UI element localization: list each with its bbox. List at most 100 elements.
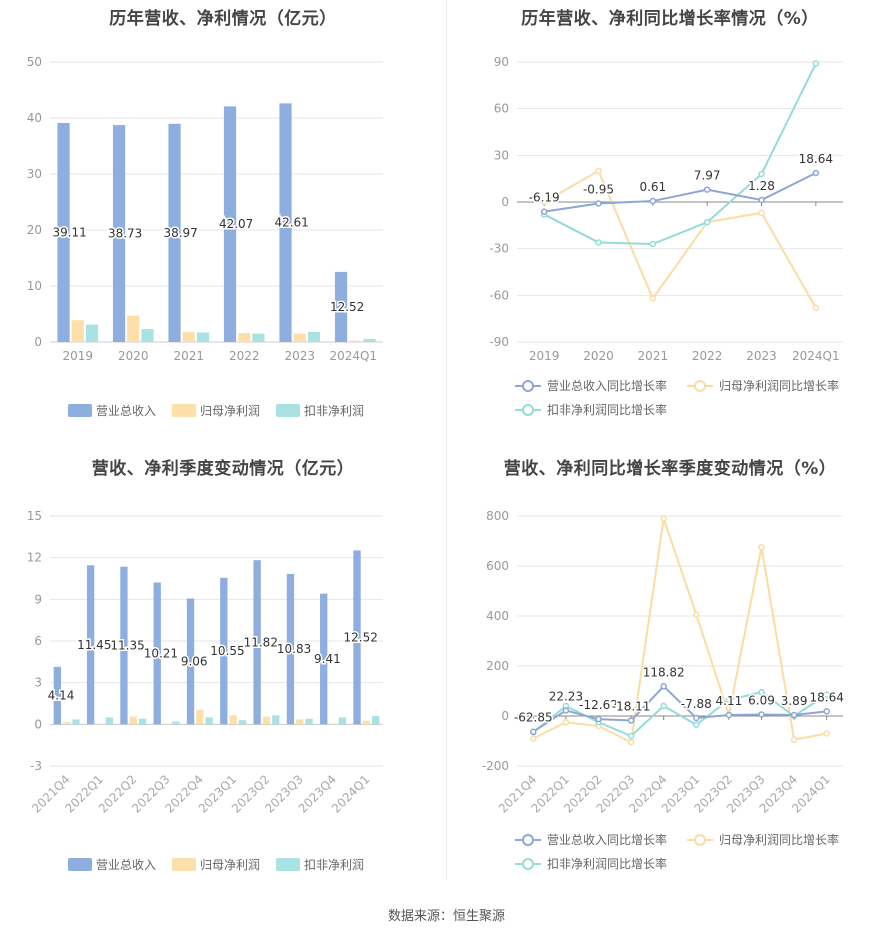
- bar-deducted-profit: [272, 715, 280, 725]
- legend-marker: [694, 380, 706, 392]
- legend-marker: [522, 404, 534, 416]
- legend-label: 营业总收入同比增长率: [547, 378, 667, 393]
- y-tick-label: 800: [486, 509, 509, 523]
- series-line: [543, 169, 817, 309]
- data-label: 22.23: [549, 689, 583, 703]
- series-point: [758, 209, 765, 217]
- series-point: [649, 240, 657, 248]
- legend-label: 归母净利润: [200, 404, 260, 418]
- series-point: [693, 611, 700, 618]
- annual-growth-chart: -90 -60 -30 0 30 60 90 2019 2020 2021 2022 2023 2024…: [489, 55, 843, 417]
- data-label: -62.85: [514, 711, 553, 725]
- bar-net-profit: [62, 722, 71, 725]
- data-label: 11.35: [110, 639, 144, 653]
- data-label: 42.61: [274, 216, 308, 230]
- bar-revenue: [320, 593, 328, 725]
- data-label: 6.09: [748, 693, 775, 707]
- quarterly-growth-panel: 营收、净利同比增长率季度变动情况（%） -200 0 200 400 600 800 202…: [447, 450, 893, 900]
- series-point: [530, 728, 537, 735]
- series-point: [627, 732, 635, 740]
- data-label: 1.28: [748, 179, 775, 193]
- legend-label: 营业总收入同比增长率: [547, 832, 667, 847]
- x-tick-label: 2019: [62, 349, 93, 363]
- legend-label: 归母净利润: [200, 858, 260, 872]
- y-tick-label: 0: [501, 195, 509, 209]
- series-point: [627, 739, 635, 746]
- series-point: [823, 691, 830, 698]
- series-point: [758, 170, 765, 178]
- series-point: [660, 702, 667, 710]
- bar-revenue: [253, 560, 261, 725]
- legend-marker: [522, 380, 534, 392]
- bar-net-profit: [96, 723, 104, 725]
- series-point: [693, 714, 700, 722]
- bar-net-profit: [329, 723, 337, 725]
- data-label: 38.73: [108, 227, 142, 241]
- series-point: [562, 719, 570, 726]
- data-label: -7.88: [681, 697, 712, 711]
- chart-title: 营收、净利同比增长率季度变动情况（%）: [503, 459, 837, 479]
- bar-net-profit: [127, 315, 140, 342]
- data-label: 4.11: [716, 694, 743, 708]
- y-tick-label: -30: [489, 242, 509, 256]
- bar-net-profit: [196, 709, 204, 725]
- bar-revenue: [57, 122, 70, 342]
- data-source: 数据来源：恒生聚源: [387, 909, 505, 924]
- bar-net-profit: [182, 331, 195, 342]
- data-label: 9.06: [181, 654, 208, 668]
- series-point: [823, 730, 830, 737]
- y-tick-label: 12: [27, 551, 42, 565]
- legend-label: 营业总收入: [96, 858, 156, 872]
- y-tick-label: 90: [494, 55, 509, 69]
- bar-revenue: [86, 565, 95, 725]
- quarterly-growth-chart: -20002004006008002021Q42022Q12022Q22022Q…: [482, 509, 846, 871]
- x-tick-label: 2020: [118, 349, 149, 363]
- y-tick-label: 0: [501, 709, 509, 723]
- data-label: 12.52: [330, 300, 364, 314]
- series-point: [812, 60, 820, 67]
- bar-deducted-profit: [338, 717, 347, 725]
- series-point: [660, 683, 667, 690]
- y-tick-label: -200: [482, 759, 509, 773]
- legend-label: 归母净利润同比增长率: [719, 832, 839, 847]
- bar-revenue: [286, 573, 295, 725]
- bar-deducted-profit: [72, 719, 80, 725]
- data-label: -6.19: [529, 191, 560, 205]
- y-tick-label: 200: [486, 659, 509, 673]
- series-point: [758, 544, 765, 551]
- data-label: 11.45: [77, 638, 111, 652]
- bar-net-profit: [349, 340, 362, 342]
- x-tick-label: 2024Q1: [792, 349, 840, 363]
- legend-swatch: [172, 404, 196, 417]
- y-tick-label: 10: [27, 279, 42, 293]
- legend-swatch: [172, 858, 196, 871]
- bar-revenue: [112, 125, 126, 342]
- bar-revenue: [168, 123, 181, 342]
- bar-revenue: [279, 103, 292, 342]
- data-label: 38.97: [163, 226, 197, 240]
- quarterly-revenue-profit-chart: -3036912152021Q44.142022Q111.452022Q211.…: [27, 509, 383, 872]
- data-label: -12.62: [579, 698, 618, 712]
- series-line: [532, 684, 827, 733]
- bar-deducted-profit: [85, 324, 99, 342]
- bar-deducted-profit: [172, 721, 180, 725]
- data-label: 18.64: [799, 152, 833, 166]
- data-label: 4.14: [48, 689, 75, 703]
- chart-title: 营收、净利季度变动情况（亿元）: [91, 459, 355, 479]
- series-point: [627, 717, 635, 724]
- legend-swatch: [68, 404, 92, 417]
- bar-net-profit: [238, 333, 251, 342]
- series-line: [532, 518, 827, 744]
- bar-deducted-profit: [307, 331, 321, 342]
- bar-deducted-profit: [105, 717, 113, 725]
- bar-net-profit: [229, 715, 237, 725]
- bar-net-profit: [71, 320, 84, 342]
- legend-marker: [694, 834, 706, 846]
- legend-label: 营业总收入: [96, 404, 156, 418]
- y-tick-label: 30: [27, 167, 42, 181]
- series-point: [812, 304, 820, 312]
- x-tick-label: 2021: [638, 349, 669, 363]
- bar-revenue: [153, 582, 161, 725]
- data-label: -18.11: [612, 700, 651, 714]
- bar-deducted-profit: [196, 332, 210, 342]
